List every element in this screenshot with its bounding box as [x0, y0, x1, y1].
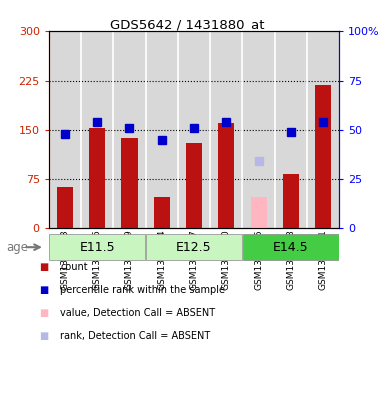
Bar	[283, 174, 299, 228]
Bar	[154, 196, 170, 228]
Text: ■: ■	[39, 262, 48, 272]
Text: ■: ■	[39, 285, 48, 295]
Bar	[89, 129, 105, 228]
Bar	[218, 123, 234, 228]
Text: ■: ■	[39, 308, 48, 318]
Text: age: age	[6, 241, 28, 254]
Bar	[315, 85, 331, 228]
Text: GDS5642 / 1431880_at: GDS5642 / 1431880_at	[110, 18, 264, 31]
FancyBboxPatch shape	[243, 235, 339, 260]
Text: E12.5: E12.5	[176, 241, 212, 254]
Text: ■: ■	[39, 331, 48, 341]
FancyBboxPatch shape	[50, 235, 145, 260]
Bar	[57, 187, 73, 228]
Text: rank, Detection Call = ABSENT: rank, Detection Call = ABSENT	[60, 331, 211, 341]
Text: percentile rank within the sample: percentile rank within the sample	[60, 285, 225, 295]
Text: E14.5: E14.5	[273, 241, 309, 254]
Text: E11.5: E11.5	[79, 241, 115, 254]
FancyBboxPatch shape	[146, 235, 242, 260]
Text: count: count	[60, 262, 88, 272]
Bar	[186, 143, 202, 228]
Bar	[250, 196, 267, 228]
Bar	[121, 138, 138, 228]
Text: value, Detection Call = ABSENT: value, Detection Call = ABSENT	[60, 308, 216, 318]
